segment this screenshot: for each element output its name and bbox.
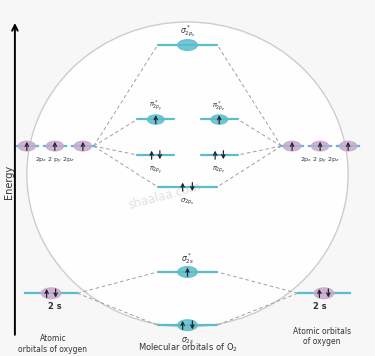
- Ellipse shape: [178, 40, 197, 50]
- Text: $\pi^*_{2p_y}$: $\pi^*_{2p_y}$: [149, 99, 163, 114]
- Text: 2 s: 2 s: [48, 303, 62, 312]
- Text: $\sigma^*_{2s}$: $\sigma^*_{2s}$: [181, 251, 194, 266]
- Ellipse shape: [46, 141, 63, 151]
- Text: $\sigma_{2p_x}$: $\sigma_{2p_x}$: [180, 197, 195, 207]
- Text: Molecular orbitals of O$_2$: Molecular orbitals of O$_2$: [138, 341, 237, 354]
- Ellipse shape: [312, 141, 329, 151]
- Ellipse shape: [314, 288, 334, 299]
- Ellipse shape: [178, 320, 197, 330]
- Text: $\sigma^*_{2p_x}$: $\sigma^*_{2p_x}$: [180, 24, 195, 40]
- Ellipse shape: [339, 141, 357, 151]
- Ellipse shape: [18, 141, 36, 151]
- Ellipse shape: [284, 141, 301, 151]
- Text: $\pi^*_{2p_z}$: $\pi^*_{2p_z}$: [212, 100, 226, 114]
- Text: 2 s: 2 s: [314, 303, 327, 312]
- Text: $\pi_{2p_y}$: $\pi_{2p_y}$: [149, 165, 163, 177]
- Ellipse shape: [211, 115, 228, 124]
- Ellipse shape: [74, 141, 92, 151]
- Text: shaalaa.com: shaalaa.com: [127, 180, 203, 212]
- Text: 2p$_x$ 2 p$_y$ 2p$_z$: 2p$_x$ 2 p$_y$ 2p$_z$: [35, 155, 75, 166]
- Text: Atomic orbitals
of oxygen: Atomic orbitals of oxygen: [293, 327, 351, 346]
- Ellipse shape: [178, 267, 197, 277]
- Ellipse shape: [41, 288, 61, 299]
- Text: Energy: Energy: [4, 164, 14, 199]
- Circle shape: [27, 22, 348, 327]
- Ellipse shape: [147, 115, 164, 124]
- Text: $\pi_{2p_z}$: $\pi_{2p_z}$: [212, 165, 226, 175]
- Text: $\sigma_{2s}$: $\sigma_{2s}$: [181, 336, 194, 346]
- Text: 2p$_x$ 2 p$_y$ 2p$_z$: 2p$_x$ 2 p$_y$ 2p$_z$: [300, 155, 340, 166]
- Text: Atomic
orbitals of oxygen: Atomic orbitals of oxygen: [18, 334, 87, 354]
